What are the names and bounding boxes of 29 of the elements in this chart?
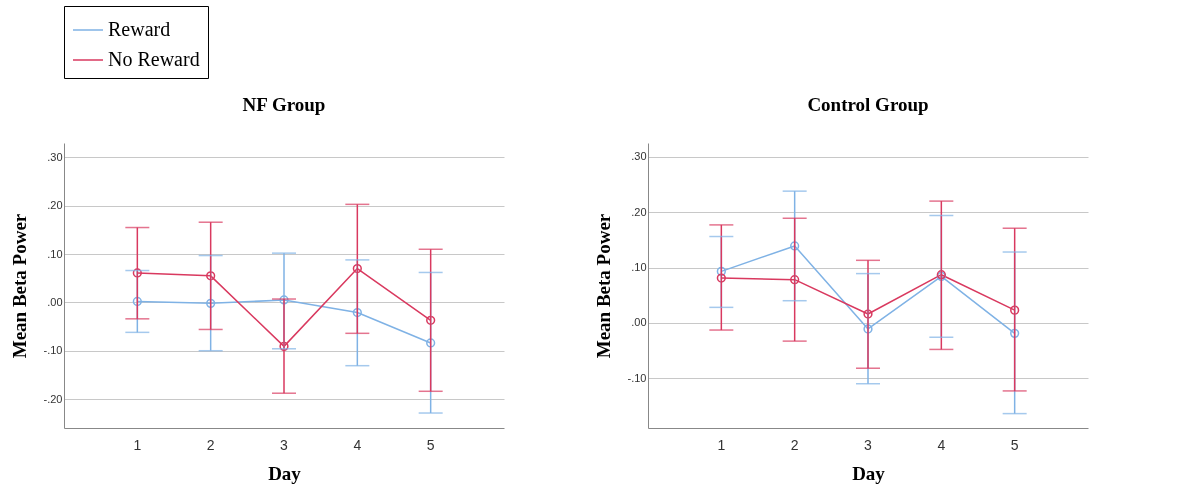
legend-label: Reward: [108, 18, 171, 40]
y-tick-label: .10: [47, 247, 63, 260]
chart-title: Control Group: [807, 94, 929, 115]
x-tick-label: 1: [133, 436, 142, 453]
x-tick-label: 5: [426, 436, 435, 453]
x-tick-label: 2: [206, 436, 215, 453]
x-axis-title: Day: [852, 462, 886, 484]
y-tick-label: .20: [631, 205, 647, 218]
chart-title: NF Group: [242, 94, 326, 115]
y-tick-label: .30: [631, 150, 647, 163]
x-tick-label: 5: [1010, 436, 1019, 453]
x-tick-label: 4: [937, 436, 946, 453]
x-axis-title: Day: [268, 462, 302, 484]
y-tick-label: -.10: [43, 344, 63, 357]
x-tick-label: 2: [790, 436, 799, 453]
y-axis-title: Mean Beta Power: [8, 213, 30, 359]
y-axis-title: Mean Beta Power: [592, 213, 614, 359]
x-tick-label: 1: [717, 436, 726, 453]
y-tick-label: .00: [631, 316, 647, 329]
y-tick-label: -.10: [627, 371, 647, 384]
y-tick-label: .30: [47, 150, 63, 163]
y-tick-label: .10: [631, 261, 647, 274]
y-tick-label: .20: [47, 199, 63, 212]
x-tick-label: 4: [353, 436, 362, 453]
y-tick-label: .00: [47, 295, 63, 308]
x-tick-label: 3: [864, 436, 873, 453]
y-tick-label: -.20: [43, 392, 63, 405]
legend-label: No Reward: [108, 48, 200, 70]
x-tick-label: 3: [280, 436, 289, 453]
